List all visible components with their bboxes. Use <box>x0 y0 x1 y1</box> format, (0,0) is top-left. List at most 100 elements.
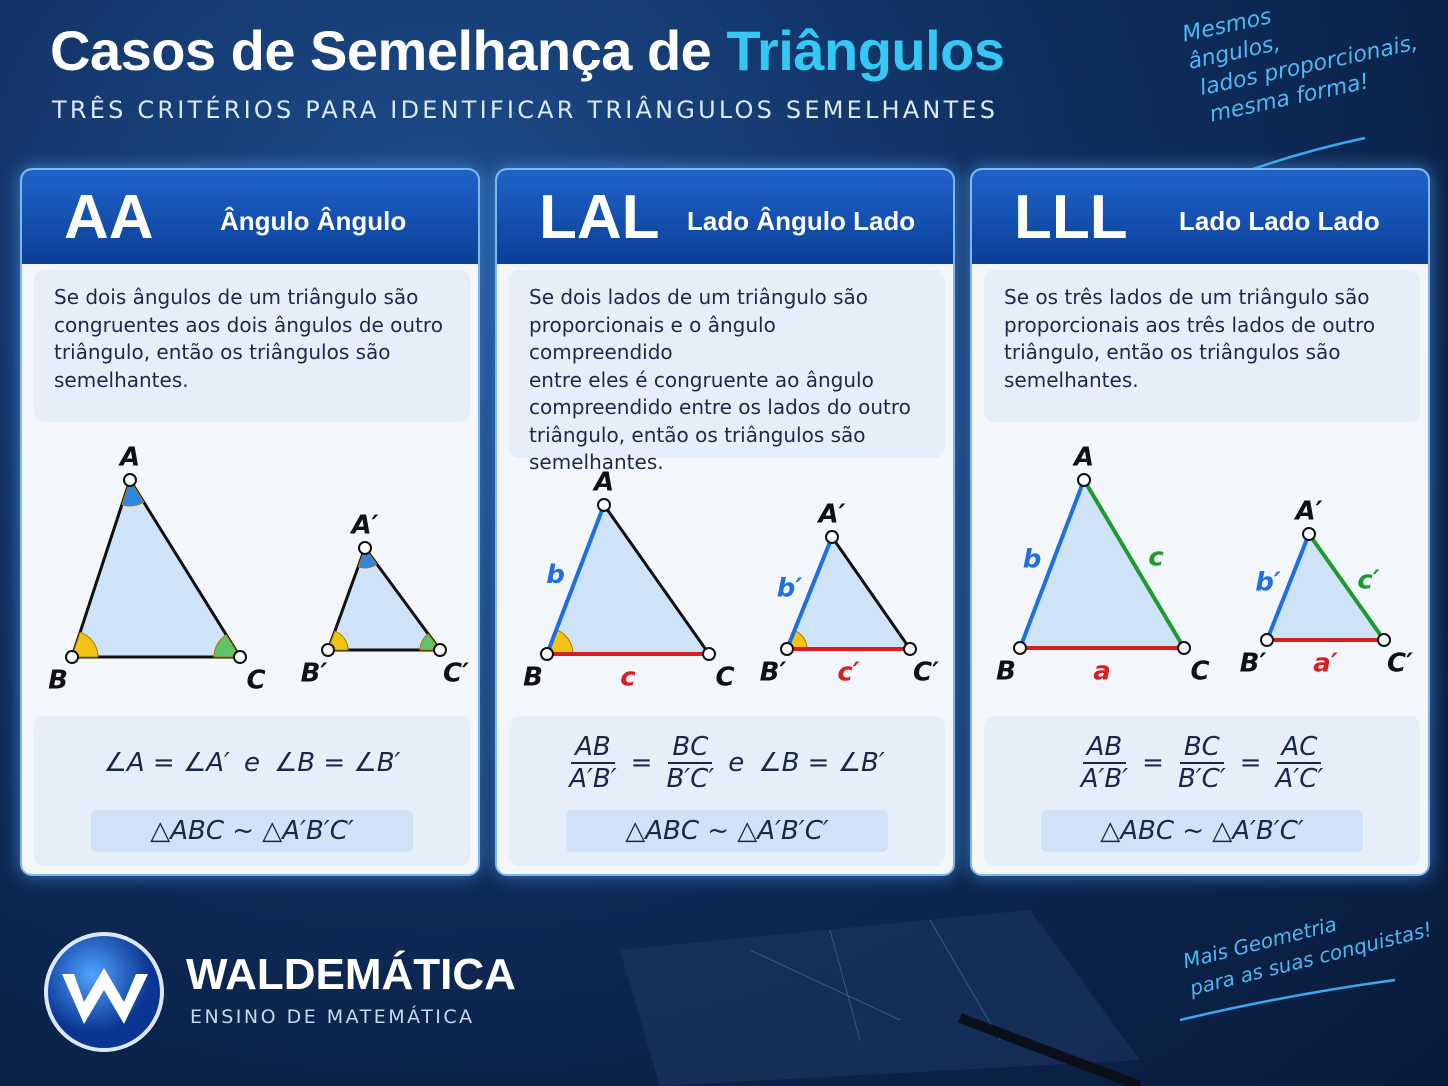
side <box>785 536 834 650</box>
vertex <box>1302 527 1316 541</box>
vertex-label: A <box>118 443 140 473</box>
denominator: B′C′ <box>1177 764 1226 794</box>
angle-arc <box>71 631 99 658</box>
card-header: LAL Lado Ângulo Lado <box>497 170 953 264</box>
fraction: AB A′B′ <box>1081 732 1128 794</box>
card: LLL Lado Lado Lado Se os três lados de um … <box>970 168 1430 876</box>
fraction: AC A′C′ <box>1276 732 1324 794</box>
denominator: A′B′ <box>1080 764 1129 794</box>
triangles: b c a A B Cb′ c′ a′ A′ B′ C′ <box>996 443 1413 687</box>
description-line: entre eles é congruente ao ângulo <box>529 367 874 392</box>
vertex-label: A <box>592 468 614 498</box>
side-label: b′ <box>777 574 803 604</box>
description-line: triângulo, então os triângulos são <box>1004 340 1341 364</box>
numerator: AC <box>1277 732 1322 764</box>
formula: ∠A = ∠A′ e ∠B = ∠B′ <box>34 728 470 798</box>
description: Se os três lados de um triângulo são prop… <box>984 270 1420 422</box>
numerator: BC <box>1179 732 1224 764</box>
vertex <box>780 642 794 656</box>
vertex <box>358 541 372 555</box>
title: Casos de Semelhança de Triângulos <box>50 18 1005 83</box>
card-name: Ângulo Ângulo <box>220 206 407 236</box>
card-header: LLL Lado Lado Lado <box>972 170 1428 264</box>
description-line: semelhantes. <box>529 450 664 474</box>
side <box>545 504 606 655</box>
vertex <box>540 647 554 661</box>
numerator: AB <box>1082 732 1127 764</box>
denominator: B′C′ <box>666 764 715 794</box>
vertex <box>433 643 447 657</box>
triangle <box>326 546 442 652</box>
vertex-label: A <box>1072 443 1094 473</box>
side-label: b <box>546 560 565 590</box>
card-abbr: LLL <box>1014 183 1128 252</box>
description-line: triângulo, então os triângulos são <box>54 340 391 364</box>
vertex <box>321 643 335 657</box>
vertex <box>1177 641 1191 655</box>
fraction: BC B′C′ <box>666 732 714 794</box>
vertex-label: A′ <box>817 500 846 530</box>
underline <box>1179 978 1396 1022</box>
vertex-label: B′ <box>301 659 328 689</box>
description-line: Se os três lados de um triângulo são <box>1004 285 1370 309</box>
angle-arc <box>213 634 241 658</box>
numerator: BC <box>668 732 713 764</box>
vertex <box>123 473 137 487</box>
formula: AB A′B′ = BC B′C′ = AC A′C′ <box>984 728 1420 798</box>
vertex-label: C′ <box>443 659 469 689</box>
vertex <box>702 647 716 661</box>
formula-box: AB A′B′ = BC B′C′ = AC A′C′ △ABC ~ △A′B′C′ <box>984 716 1420 866</box>
note: Mesmos ângulos, lados proporcionais, mesma … <box>1180 0 1426 132</box>
description-line: semelhantes. <box>1004 367 1139 392</box>
similarity: △ABC ~ △A′B′C′ <box>566 810 888 852</box>
title-text: Casos de Semelhança de <box>50 19 712 82</box>
formula-text: = <box>630 748 653 778</box>
vertex <box>825 530 839 544</box>
notebook <box>620 910 1142 1086</box>
vertex <box>1260 633 1274 647</box>
description: Se dois lados de um triângulo são proporc… <box>509 270 945 474</box>
formula-text: ∠B = ∠B′ <box>758 748 885 778</box>
vertex-label: B <box>48 666 68 696</box>
formula: AB A′B′ = BC B′C′ e ∠B = ∠B′ <box>509 728 945 798</box>
triangles: A B C A′ B′ C′ <box>48 443 469 696</box>
vertex-label: C <box>1190 657 1209 687</box>
side-label: c′ <box>1357 566 1379 596</box>
side <box>1307 532 1386 642</box>
side <box>1018 479 1086 649</box>
card: AA Ângulo Ângulo Se dois ângulos de um tri… <box>20 168 480 876</box>
card-abbr: AA <box>64 183 154 252</box>
side-label: a <box>1093 657 1111 687</box>
triangle <box>785 535 912 651</box>
vertex <box>1013 641 1027 655</box>
side <box>1082 478 1186 650</box>
description-line: congruentes aos dois ângulos de outro <box>54 312 443 337</box>
description-line: Se dois lados de um triângulo são <box>529 285 869 309</box>
vertex <box>1077 473 1091 487</box>
brand-tagline: ENSINO DE MATEMÁTICA <box>190 1006 475 1028</box>
formula-box: AB A′B′ = BC B′C′ e ∠B = ∠B′ △ABC ~ △A′B′C′ <box>509 716 945 866</box>
side-label: b <box>1023 545 1042 575</box>
numerator: AB <box>571 732 615 764</box>
vertex <box>597 498 611 512</box>
triangles: b c A B Cb′ c′ A′ B′ C′ <box>523 468 939 693</box>
vertex-label: C <box>715 663 734 693</box>
description-line: proporcionais e o ângulo compreendido <box>529 312 776 365</box>
formula-text: e <box>728 748 745 778</box>
side-label: b′ <box>1255 568 1281 598</box>
card: LAL Lado Ângulo Lado Se dois lados de um t… <box>495 168 955 876</box>
vertex <box>903 642 917 656</box>
vertex <box>65 650 79 664</box>
vertex-label: A′ <box>350 511 379 541</box>
formula-box: ∠A = ∠A′ e ∠B = ∠B′ △ABC ~ △A′B′C′ <box>34 716 470 866</box>
brand-name: WALDEMÁTICA <box>186 950 516 999</box>
vertex-label: B <box>996 657 1016 687</box>
side <box>1265 533 1311 641</box>
description-line: semelhantes. <box>54 367 189 392</box>
title-highlight: Triângulos <box>726 19 1005 82</box>
triangle <box>545 503 711 656</box>
logo <box>44 932 164 1052</box>
card-name: Lado Lado Lado <box>1179 206 1380 236</box>
vertex-label: B′ <box>760 658 787 688</box>
